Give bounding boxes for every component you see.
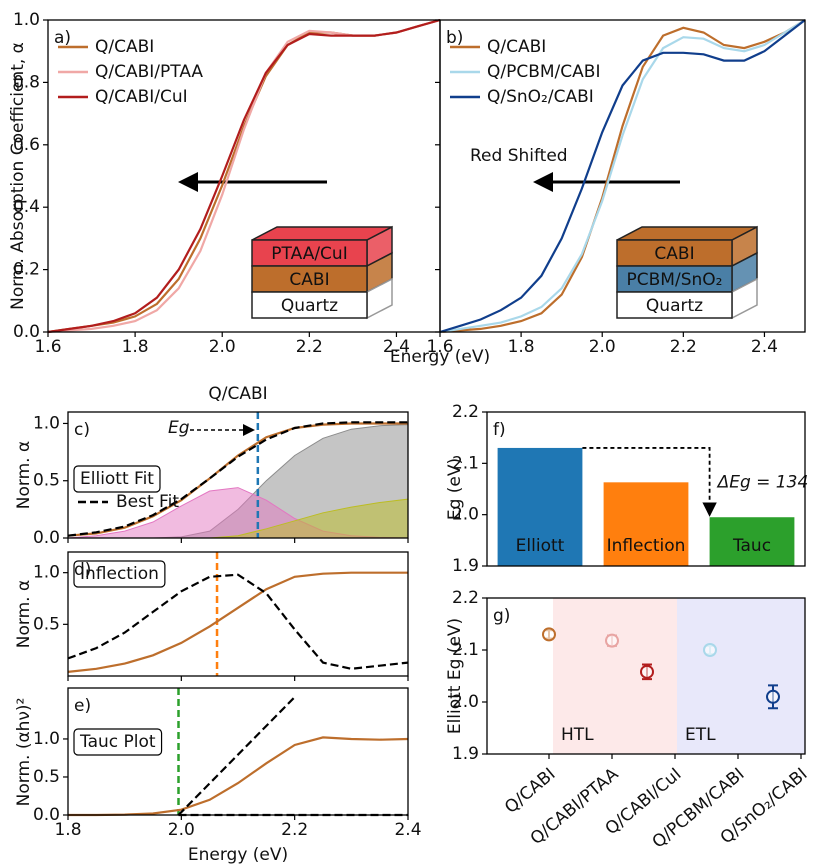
y-axis-label: Norm. Absorption Coefficient, α	[8, 42, 28, 310]
y-axis-label: Norm. α	[14, 441, 34, 509]
x-tick-label: Q/CABI	[501, 764, 559, 817]
y-axis-label: Norm. α	[14, 580, 34, 648]
y-tick-label: 0.0	[13, 322, 40, 342]
legend-label: Q/CABI	[487, 37, 546, 57]
legend-label: Q/CABI/PTAA	[95, 62, 203, 82]
x-tick-label: 2.2	[281, 820, 308, 840]
panel-tag: Tauc Plot	[79, 732, 156, 752]
inset-layer-label: CABI	[289, 270, 329, 290]
shift-arrow-a	[178, 172, 327, 192]
panel-tag: Inflection	[80, 564, 159, 584]
x-tick-label: 1.8	[122, 337, 149, 357]
y-axis-label: Elliott Eg (eV)	[445, 618, 465, 734]
bar-category-label: Inflection	[607, 536, 686, 556]
y-tick-label: 1.9	[452, 744, 479, 764]
panel-label: b)	[446, 28, 463, 48]
y-tick-label: 1.0	[33, 729, 60, 749]
annotation: ΔEg = 134 meV	[716, 473, 813, 493]
y-tick-label: 2.2	[452, 588, 479, 608]
x-tick-label: 2.2	[670, 337, 697, 357]
point	[641, 666, 653, 678]
x-tick-label: 2.2	[296, 337, 323, 357]
annotation: Red Shifted	[470, 146, 568, 166]
legend-label: Q/SnO₂/CABI	[487, 87, 594, 107]
legend-label: Q/CABI	[95, 37, 154, 57]
y-tick-label: 2.2	[452, 402, 479, 422]
inset-layer-label: PTAA/CuI	[271, 244, 347, 264]
panel-label: c)	[74, 420, 90, 440]
bar-category-label: Tauc	[732, 536, 771, 556]
y-tick-label: 1.0	[13, 10, 40, 30]
x-tick-label: 2.4	[394, 820, 421, 840]
legend-label: Q/CABI/CuI	[95, 87, 188, 107]
x-tick-label: 2.4	[751, 337, 778, 357]
error-point	[606, 635, 618, 647]
region-label: ETL	[685, 725, 716, 745]
point	[704, 644, 716, 656]
panel-label: e)	[74, 696, 91, 716]
figure: 1.61.82.02.22.40.00.20.40.60.81.0Q/CABIQ…	[0, 0, 813, 866]
point	[606, 635, 618, 647]
error-point	[704, 644, 716, 656]
y-tick-label: 1.0	[33, 413, 60, 433]
inset-layer-label: Quartz	[646, 296, 703, 316]
y-tick-label: 0.5	[33, 767, 60, 787]
x-tick-label: 2.0	[589, 337, 616, 357]
inset-layer-label: CABI	[654, 244, 694, 264]
y-axis-label: Eg (eV)	[445, 458, 465, 520]
legend-label: Best Fit	[116, 492, 179, 512]
point	[543, 628, 555, 640]
panel-label: d)	[74, 560, 91, 580]
y-axis-label: Norm. (αhν)²	[14, 698, 34, 807]
panel-label: f)	[493, 420, 506, 440]
y-tick-label: 0.5	[33, 614, 60, 634]
bar-category-label: Elliott	[516, 536, 565, 556]
inset-layer-label: Quartz	[281, 296, 338, 316]
chart-title: Q/CABI	[208, 384, 267, 404]
point	[767, 691, 779, 703]
y-tick-label: 0.5	[33, 471, 60, 491]
series-line	[68, 575, 408, 669]
x-axis-label: Energy (eV)	[188, 845, 288, 865]
error-point	[543, 628, 555, 640]
x-tick-label: 1.8	[508, 337, 535, 357]
y-tick-label: 0.0	[33, 528, 60, 548]
y-tick-label: 0.0	[33, 805, 60, 825]
panel-label: a)	[54, 28, 71, 48]
y-tick-label: 1.0	[33, 563, 60, 583]
y-tick-label: 1.9	[452, 556, 479, 576]
legend-label: Q/PCBM/CABI	[487, 62, 600, 82]
panel-label: g)	[493, 606, 510, 626]
x-tick-label: 2.0	[209, 337, 236, 357]
x-tick-label: 1.6	[426, 337, 453, 357]
region-label: HTL	[561, 725, 594, 745]
annotation: Eg	[168, 418, 190, 438]
panel-tag: Elliott Fit	[80, 469, 154, 489]
x-tick-label: 2.0	[168, 820, 195, 840]
error-point	[641, 665, 653, 680]
inset-layer-label: PCBM/SnO₂	[627, 270, 723, 290]
